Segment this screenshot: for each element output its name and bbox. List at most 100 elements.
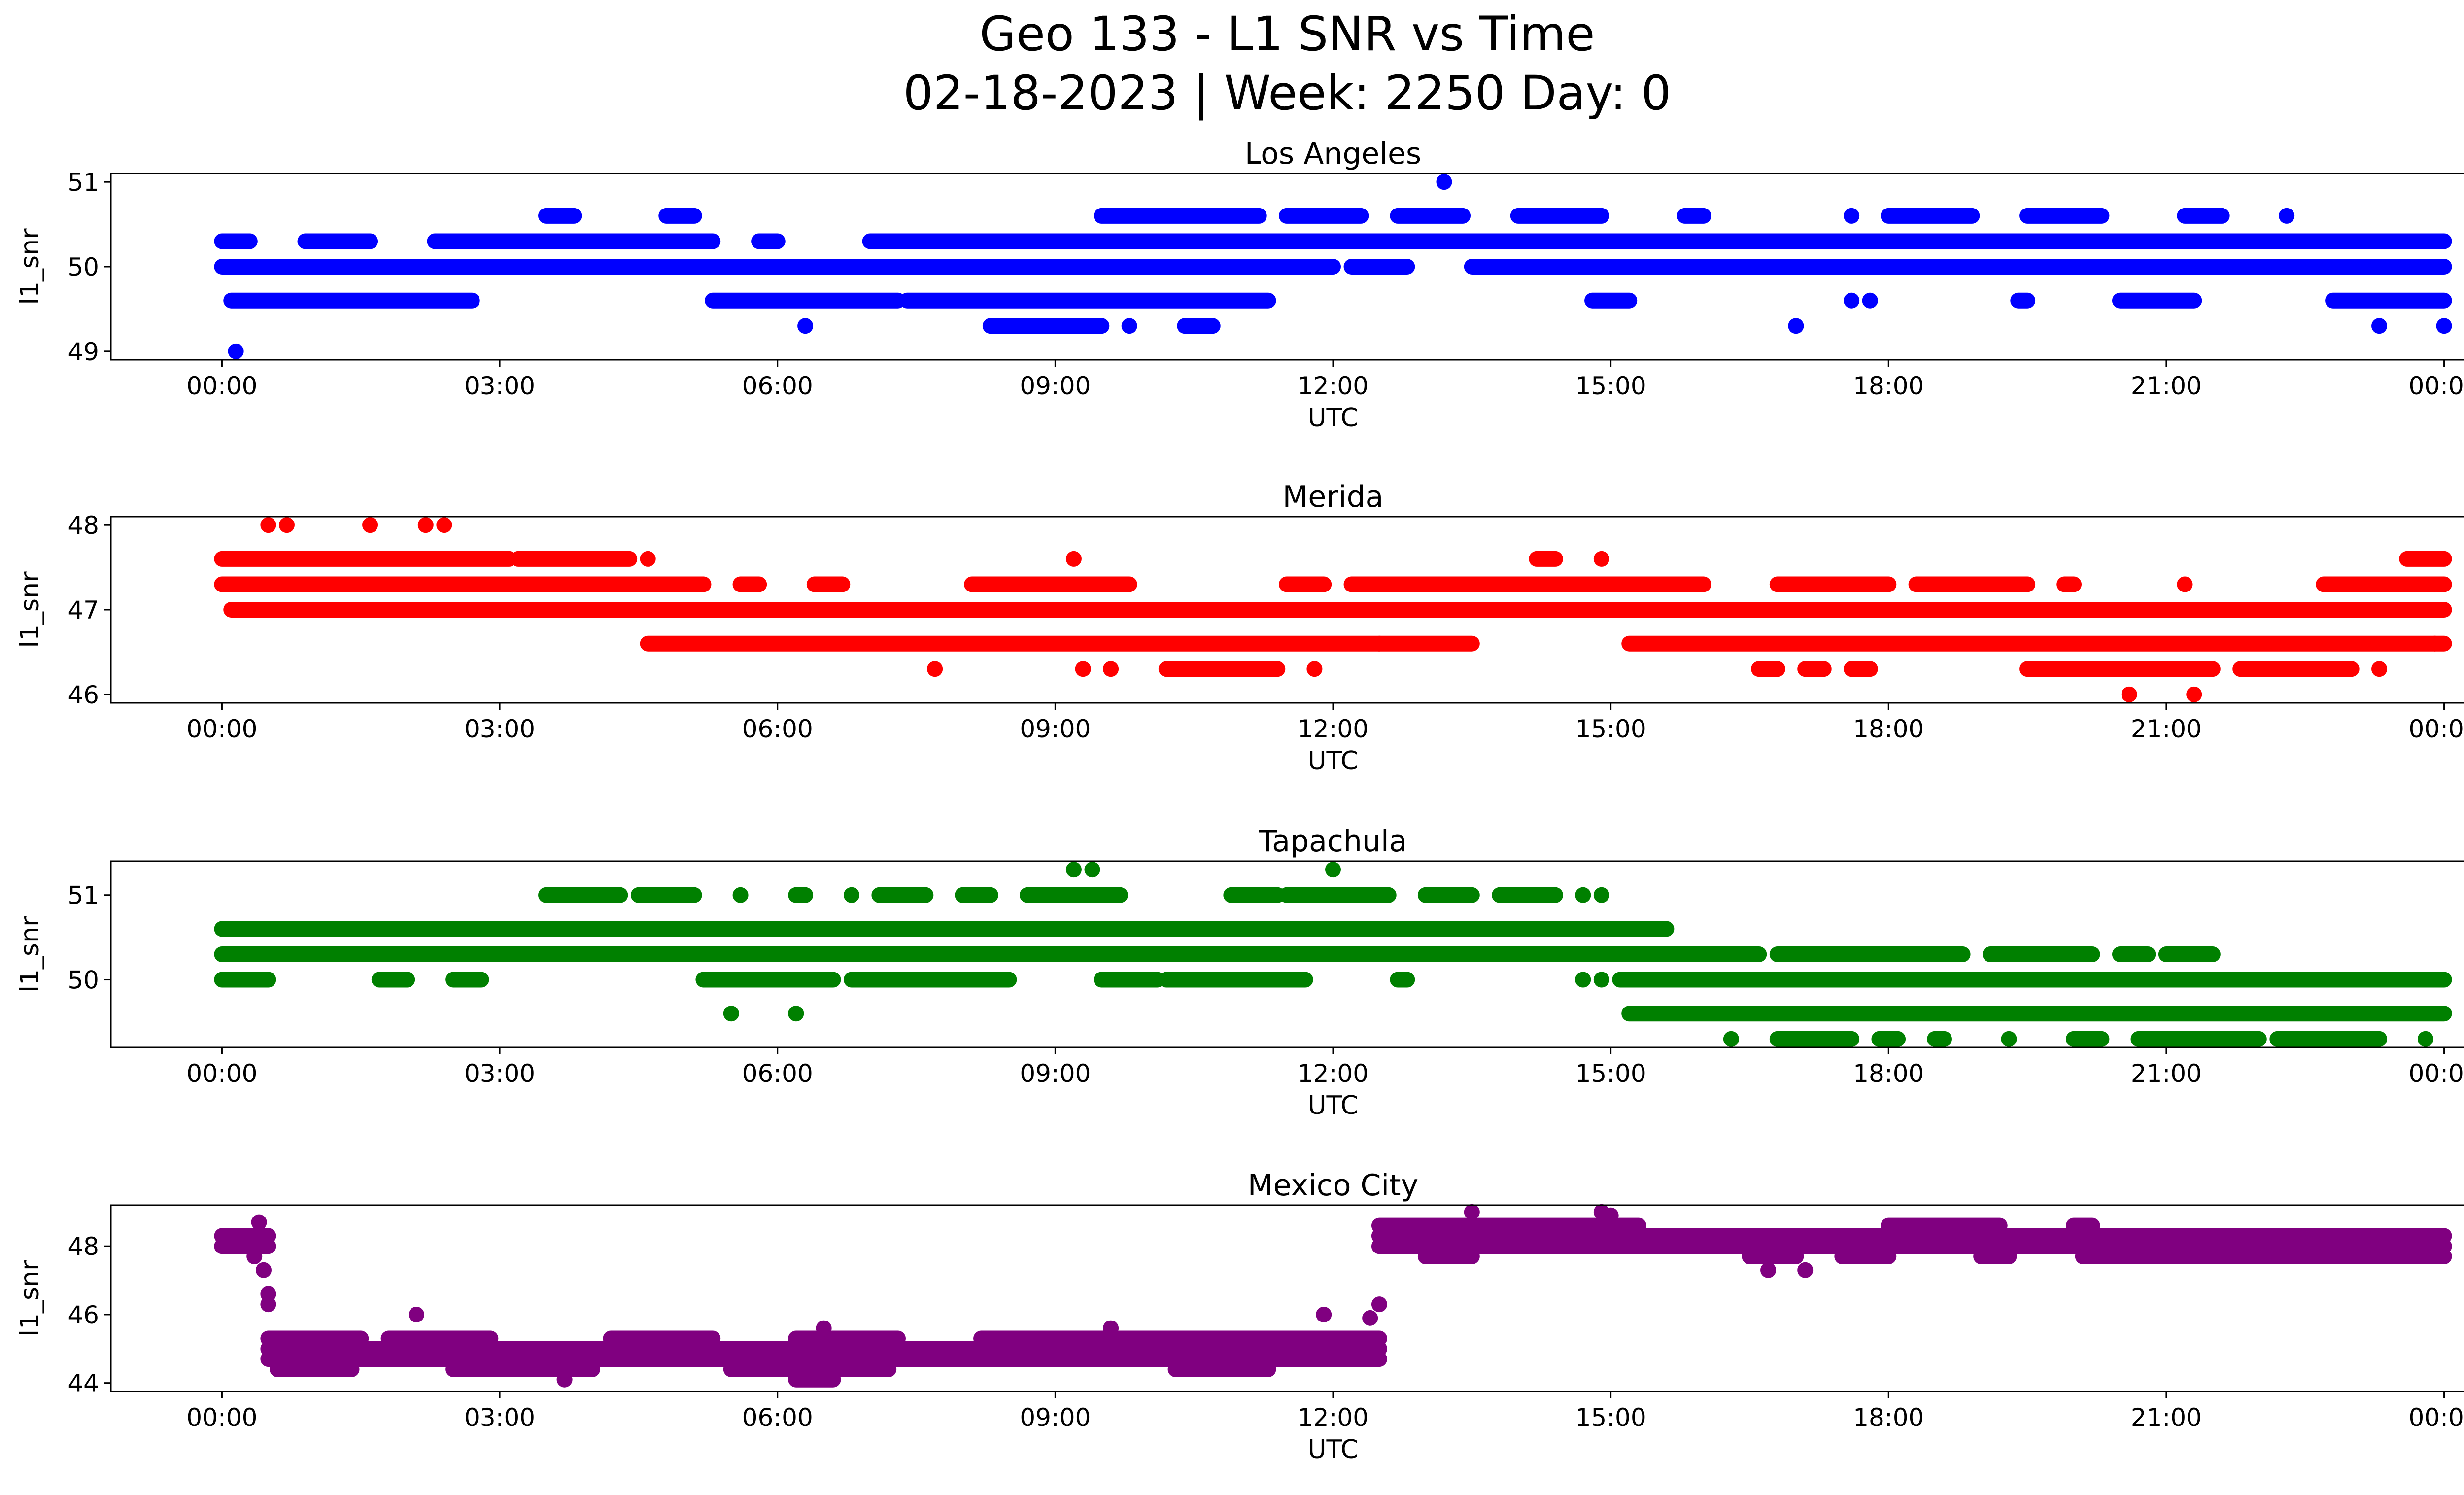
subplots: Los Angeles 00:00 03:00 06:00 09:00 12:00 15:0… <box>15 137 2464 1464</box>
data-point-run <box>899 292 1276 309</box>
data-point <box>1844 208 1860 224</box>
data-point-run <box>844 972 1017 988</box>
data-point-run <box>1464 259 2452 275</box>
data-point <box>1316 1306 1332 1322</box>
data-point-run <box>214 259 1341 275</box>
x-tick-label: 12:00 <box>1298 715 1369 743</box>
data-point-run <box>1371 1217 1646 1234</box>
data-point-run <box>862 233 2452 249</box>
y-axis-label-mexico-city: l1_snr <box>15 1260 45 1337</box>
data-point-run <box>2399 551 2452 567</box>
data-point <box>260 517 276 533</box>
data-point <box>2371 661 2388 677</box>
data-point-run <box>1677 208 1711 224</box>
x-tick-label: 12:00 <box>1298 1403 1369 1432</box>
data-point <box>2417 1031 2433 1047</box>
data-point-run <box>982 318 1110 334</box>
x-tick-label: 06:00 <box>742 715 813 743</box>
data-point-run <box>1844 661 1878 677</box>
x-tick-label: 18:00 <box>1853 1059 1924 1088</box>
data-point <box>2001 1031 2017 1047</box>
series-merida <box>214 517 2452 702</box>
x-tick-label: 00:00 <box>186 1403 257 1432</box>
data-point-run <box>751 233 786 249</box>
data-point-run <box>2066 1031 2110 1047</box>
x-tick-label: 21:00 <box>2131 372 2202 400</box>
x-tick-label: 09:00 <box>1020 715 1091 743</box>
x-axis-label-los-angeles: UTC <box>1307 403 1358 433</box>
data-point-run <box>445 1361 600 1377</box>
x-tick-label: 18:00 <box>1853 715 1924 743</box>
data-point <box>640 551 656 567</box>
data-point-run <box>695 972 795 988</box>
data-point-run <box>1492 887 1563 903</box>
data-point-run <box>2056 576 2082 592</box>
data-point <box>1103 661 1119 677</box>
figure-title-line2: 02-18-2023 | Week: 2250 Day: 0 <box>903 66 1672 121</box>
data-point-run <box>2066 1217 2100 1234</box>
data-point <box>2427 635 2443 652</box>
data-point-run <box>214 576 712 592</box>
data-point <box>1306 661 1323 677</box>
data-point-run <box>2010 292 2036 309</box>
data-point-run <box>1751 661 1785 677</box>
data-point <box>1084 862 1100 878</box>
y-tick-label: 50 <box>68 966 99 995</box>
x-tick-label: 06:00 <box>742 1403 813 1432</box>
data-point <box>1464 1204 1480 1220</box>
data-point-run <box>1769 1031 1860 1047</box>
data-point <box>797 318 814 334</box>
data-point-run <box>1279 887 1397 903</box>
data-point-run <box>788 887 814 903</box>
x-tick-label: 06:00 <box>742 1059 813 1088</box>
x-tick-label: 00:00 <box>2408 372 2464 400</box>
data-point-run <box>2075 1249 2452 1265</box>
data-point <box>2177 576 2193 592</box>
data-point-run <box>1343 576 1711 592</box>
figure-title-line1: Geo 133 - L1 SNR vs Time <box>980 6 1595 62</box>
y-axis-label-merida: l1_snr <box>15 571 45 648</box>
data-point <box>1325 862 1341 878</box>
x-tick-label: 03:00 <box>464 1403 535 1432</box>
data-point <box>251 1214 267 1230</box>
data-point <box>1593 887 1609 903</box>
data-point <box>2371 233 2388 249</box>
x-tick-label: 21:00 <box>2131 1059 2202 1088</box>
data-point-run <box>1621 635 2452 652</box>
subplot-tapachula: Tapachula 00:00 03:00 06:00 09:00 12:00 15:00 1… <box>15 824 2464 1120</box>
x-tick-label: 15:00 <box>1575 1059 1646 1088</box>
data-point-run <box>1177 318 1221 334</box>
data-point-run <box>214 551 517 567</box>
y-tick-label: 46 <box>68 681 99 709</box>
x-tick-label: 09:00 <box>1020 1059 1091 1088</box>
y-tick-label: 51 <box>68 168 99 197</box>
data-point-run <box>371 972 415 988</box>
x-tick-label: 00:00 <box>186 715 257 743</box>
data-point <box>1103 1320 1119 1336</box>
data-point <box>816 1320 832 1336</box>
data-point <box>927 661 943 677</box>
y-tick-label: 44 <box>68 1369 99 1398</box>
data-point-run <box>1158 661 1286 677</box>
x-tick-label: 21:00 <box>2131 715 2202 743</box>
data-point <box>1436 174 1452 190</box>
x-tick-label: 15:00 <box>1575 715 1646 743</box>
data-point <box>2371 318 2388 334</box>
data-point-run <box>1982 946 2100 962</box>
data-point <box>1362 1310 1378 1326</box>
data-point <box>256 1262 272 1278</box>
data-point <box>732 887 749 903</box>
x-tick-label: 09:00 <box>1020 1403 1091 1432</box>
x-tick-label: 00:00 <box>186 372 257 400</box>
data-point <box>723 1006 739 1022</box>
data-point-run <box>1279 576 1332 592</box>
data-point-run <box>779 972 841 988</box>
data-point-run <box>556 946 1767 962</box>
data-point <box>228 343 244 359</box>
data-point-run <box>214 1228 276 1244</box>
data-point-run <box>732 576 767 592</box>
data-point <box>2121 686 2137 702</box>
data-point-run <box>223 602 2452 618</box>
x-tick-label: 15:00 <box>1575 1403 1646 1432</box>
